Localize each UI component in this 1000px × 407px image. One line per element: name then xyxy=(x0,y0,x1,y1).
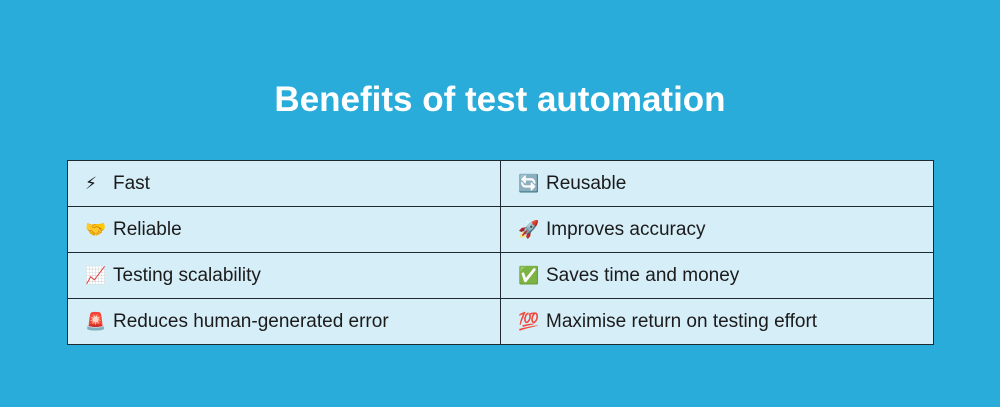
lightning-icon: ⚡ xyxy=(85,173,97,193)
benefit-cell: 🔄 Reusable xyxy=(500,160,934,207)
handshake-icon: 🤝 xyxy=(85,219,107,239)
benefit-label: Improves accuracy xyxy=(546,218,706,240)
chart-increasing-icon: 📈 xyxy=(85,265,107,285)
benefit-label: Fast xyxy=(113,172,150,194)
arrows-cycle-icon: 🔄 xyxy=(518,173,540,193)
benefit-cell: 📈 Testing scalability xyxy=(67,252,501,299)
siren-icon: 🚨 xyxy=(85,311,107,331)
benefit-cell: ⚡ Fast xyxy=(67,160,501,207)
table-row: 🚨 Reduces human-generated error 💯 Maximise … xyxy=(67,298,934,345)
benefit-cell: ✅ Saves time and money xyxy=(500,252,934,299)
benefit-label: Saves time and money xyxy=(546,264,740,286)
benefit-cell: 🤝 Reliable xyxy=(67,206,501,253)
benefits-table: ⚡ Fast 🔄 Reusable 🤝 Reliable 🚀 Improves accurac… xyxy=(67,160,934,345)
table-row: ⚡ Fast 🔄 Reusable xyxy=(67,160,934,207)
benefit-label: Reduces human-generated error xyxy=(113,310,389,332)
page-title: Benefits of test automation xyxy=(274,80,726,119)
benefit-label: Maximise return on testing effort xyxy=(546,310,818,332)
benefit-label: Reusable xyxy=(546,172,627,194)
check-mark-icon: ✅ xyxy=(518,265,540,285)
benefit-label: Reliable xyxy=(113,218,182,240)
table-row: 🤝 Reliable 🚀 Improves accuracy xyxy=(67,206,934,253)
benefit-label: Testing scalability xyxy=(113,264,261,286)
benefit-cell: 💯 Maximise return on testing effort xyxy=(500,298,934,345)
benefit-cell: 🚀 Improves accuracy xyxy=(500,206,934,253)
hundred-points-icon: 💯 xyxy=(518,311,540,331)
rocket-icon: 🚀 xyxy=(518,219,540,239)
benefit-cell: 🚨 Reduces human-generated error xyxy=(67,298,501,345)
table-row: 📈 Testing scalability ✅ Saves time and mone… xyxy=(67,252,934,299)
